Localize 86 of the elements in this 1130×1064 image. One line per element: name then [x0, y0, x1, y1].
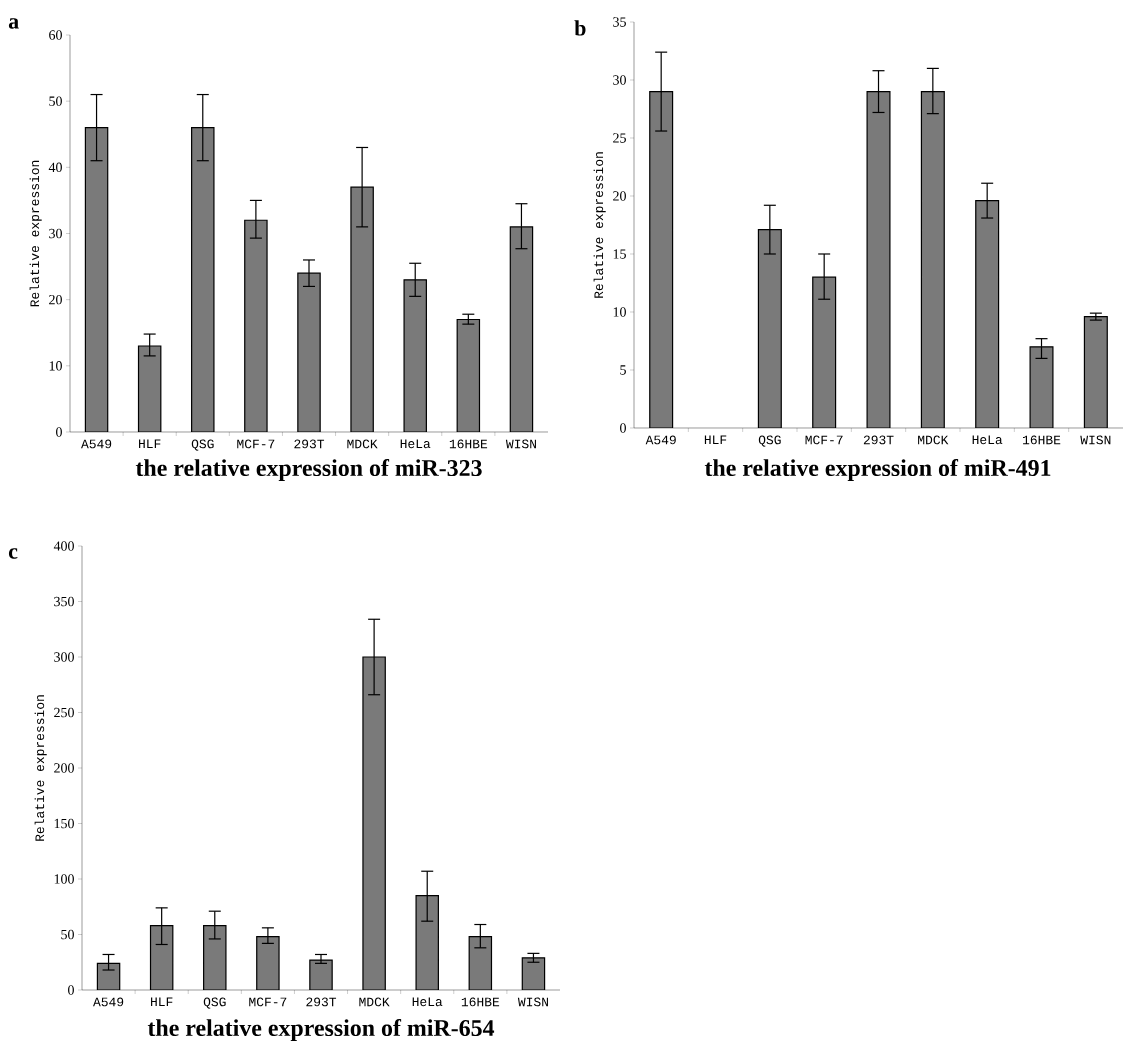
bar: [256, 936, 280, 990]
y-tick-label: 100: [54, 874, 74, 884]
x-tick-label: MCF-7: [805, 435, 843, 445]
text: the relative expression of miR-491: [704, 459, 1051, 481]
y-tick-label: 250: [54, 707, 74, 718]
x-tick-label: HeLa: [972, 435, 1003, 445]
y-tick-label: 30: [49, 228, 62, 239]
y-tick-label: 40: [48, 162, 62, 173]
y-tick-label: 15: [613, 249, 626, 259]
x-tick-label: 293T: [863, 435, 894, 445]
y-tick-label: 50: [61, 929, 74, 940]
x-tick-label: WISN: [517, 997, 548, 1007]
y-axis-title: Relative expression: [34, 695, 47, 841]
text: a: [8, 18, 19, 29]
y-tick-label: 30: [613, 75, 626, 85]
y-tick-label: 400: [53, 541, 74, 551]
x-tick-label: 16HBE: [1023, 435, 1061, 445]
bar: [415, 895, 439, 990]
bar: [297, 272, 321, 432]
x-tick-label: HLF: [704, 435, 727, 445]
x-tick-label: QSG: [203, 997, 226, 1009]
x-tick-label: MDCK: [918, 435, 949, 445]
x-tick-label: A549: [645, 435, 676, 445]
bar: [362, 656, 386, 990]
x-tick-label: WISN: [1080, 435, 1111, 445]
y-tick-label: 0: [68, 985, 74, 995]
y-tick-label: 200: [54, 763, 74, 773]
bar: [191, 127, 215, 432]
bar: [812, 276, 837, 428]
bar: [244, 219, 268, 432]
bar: [1083, 316, 1108, 428]
x-tick-label: A549: [81, 439, 112, 449]
bar: [1029, 346, 1054, 428]
bar: [509, 226, 534, 432]
y-tick-label: 35: [613, 17, 626, 27]
y-tick-label: 60: [49, 30, 62, 40]
y-tick-label: 20: [613, 191, 626, 201]
bar: [84, 127, 109, 432]
x-tick-label: 293T: [306, 997, 337, 1007]
bar: [649, 90, 674, 428]
y-axis-title: Relative expression: [593, 152, 606, 298]
x-tick-label: WISN: [505, 439, 536, 449]
x-tick-label: A549: [93, 997, 124, 1007]
x-tick-label: 16HBE: [461, 997, 500, 1007]
x-tick-label: HLF: [139, 439, 161, 449]
text: the relative expression of miR-323: [135, 459, 482, 481]
y-tick-label: 150: [54, 818, 74, 829]
y-tick-label: 350: [54, 596, 74, 607]
y-axis-title: Relative expression: [29, 160, 42, 307]
x-tick-label: 16HBE: [449, 439, 488, 449]
bar: [866, 90, 891, 428]
bar: [975, 200, 1000, 428]
y-tick-label: 10: [613, 307, 626, 317]
bar: [403, 279, 427, 432]
y-tick-label: 5: [620, 365, 626, 375]
x-tick-label: MDCK: [347, 439, 378, 449]
x-tick-label: MCF-7: [249, 997, 287, 1007]
text: c: [8, 548, 18, 559]
y-tick-label: 20: [49, 294, 62, 305]
x-tick-label: HLF: [151, 997, 173, 1007]
x-tick-label: MDCK: [359, 997, 390, 1007]
text: b: [574, 20, 586, 36]
text: the relative expression of miR-654: [147, 1019, 495, 1041]
y-tick-label: 50: [49, 96, 62, 106]
bar: [920, 90, 945, 428]
bar: [350, 186, 374, 432]
bar: [203, 925, 227, 990]
bar: [521, 957, 546, 990]
bar: [456, 318, 481, 432]
x-tick-label: HeLa: [400, 439, 431, 449]
x-tick-label: QSG: [758, 435, 781, 447]
y-tick-label: 0: [620, 423, 626, 433]
y-tick-label: 10: [49, 361, 62, 371]
x-tick-label: HeLa: [412, 997, 443, 1007]
bar: [468, 936, 493, 990]
x-tick-label: MCF-7: [237, 439, 275, 449]
bar: [309, 959, 333, 990]
bar: [149, 925, 174, 990]
y-tick-label: 0: [56, 427, 62, 437]
bar: [96, 962, 121, 990]
bar: [137, 345, 162, 432]
y-tick-label: 25: [613, 133, 626, 143]
y-tick-label: 300: [54, 652, 74, 662]
x-tick-label: 293T: [294, 439, 325, 449]
x-tick-label: QSG: [191, 439, 214, 451]
bar: [757, 229, 782, 428]
